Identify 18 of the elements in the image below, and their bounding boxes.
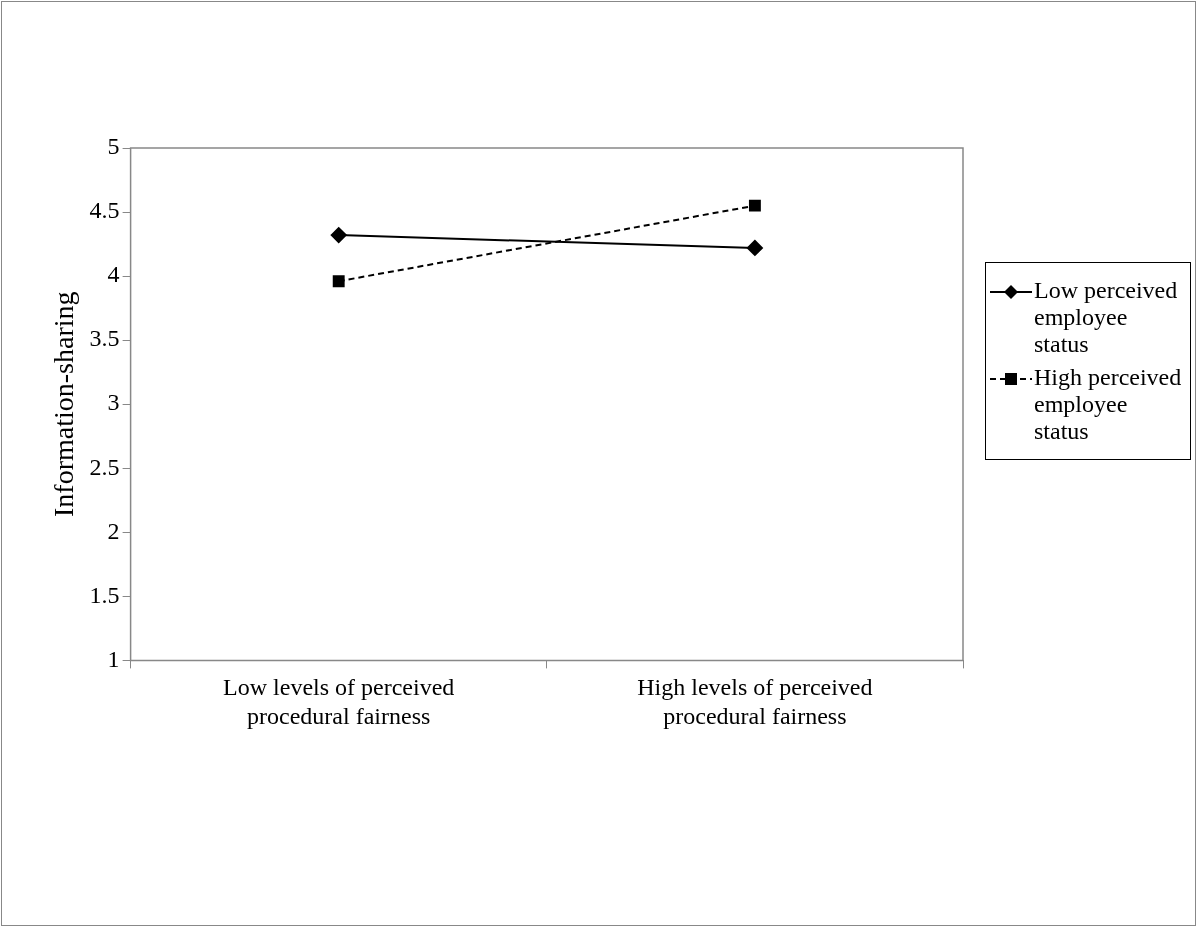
y-tick-label: 3	[107, 389, 120, 416]
y-tick-label: 4	[107, 261, 120, 288]
y-tick-label: 2.5	[89, 453, 120, 480]
point	[748, 199, 761, 212]
legend-label: Low perceived employee status	[1034, 277, 1179, 358]
point	[332, 275, 345, 288]
point	[746, 239, 763, 256]
y-tick-label: 2	[107, 517, 120, 544]
x-tick-label: Low levels of perceived procedural fairness	[223, 674, 455, 729]
y-tick-label: 5	[107, 133, 120, 160]
y-tick-label: 1	[107, 645, 120, 672]
y-tick-label: 4.5	[89, 197, 120, 224]
y-axis-title: Information-sharing	[48, 291, 80, 517]
y-tick-label: 1.5	[89, 581, 120, 608]
legend-label: High perceived employee status	[1034, 364, 1183, 445]
x-tick-label: High levels of perceived procedural fairness	[637, 674, 873, 729]
point	[330, 227, 347, 244]
y-tick-label: 3.5	[89, 325, 120, 352]
